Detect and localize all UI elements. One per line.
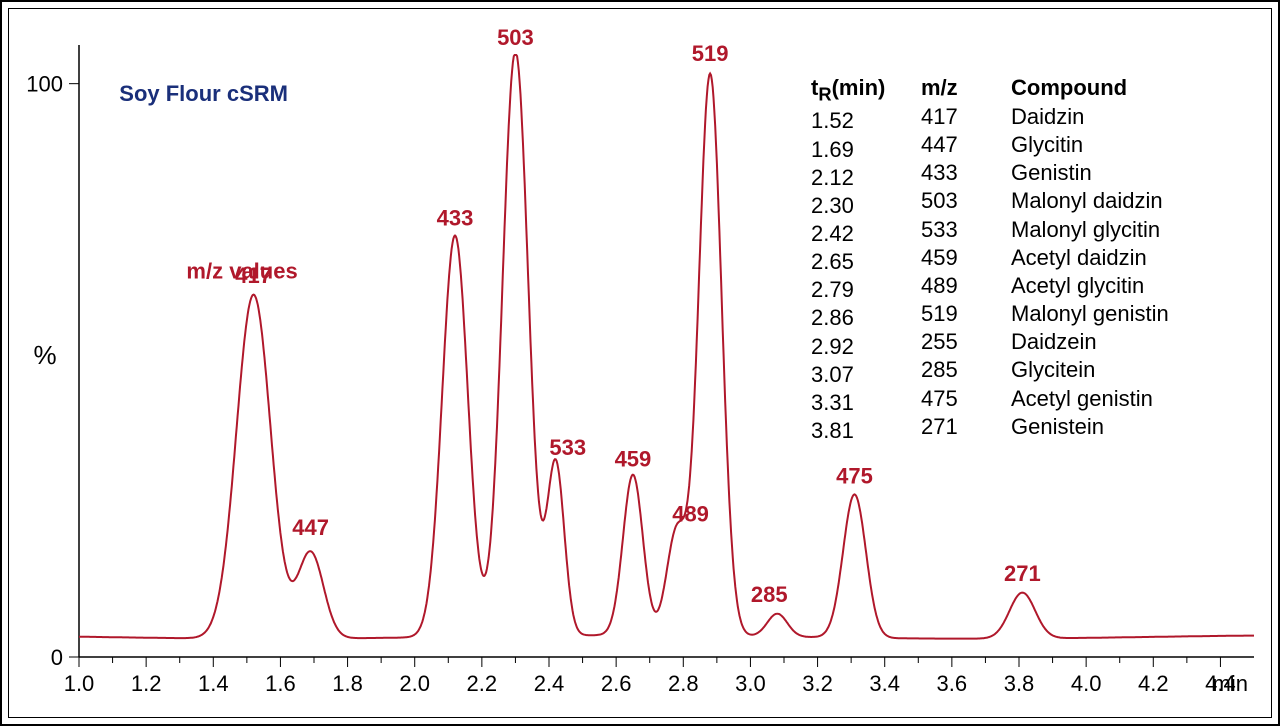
table-cell-mz: 503 — [921, 187, 1011, 215]
svg-text:4.2: 4.2 — [1138, 671, 1169, 696]
chart-title-secondary: m/z values — [186, 259, 297, 284]
chart-frame: 1.0 1.2 1.4 1.6 1.8 2.0 2.2 2.4 2.6 2.8 3.0 3.2 3.4 3… — [8, 8, 1272, 718]
table-cell-mz: 475 — [921, 385, 1011, 413]
table-header-tr: tR(min) — [811, 75, 921, 107]
table-cell-compound: Genistin — [1011, 159, 1211, 187]
table-cell-mz: 459 — [921, 244, 1011, 272]
table-cell-mz: 285 — [921, 356, 1011, 384]
table-cell-tr: 3.07 — [811, 361, 921, 389]
svg-text:3.8: 3.8 — [1004, 671, 1035, 696]
table-cell-mz: 489 — [921, 272, 1011, 300]
table-cell-mz: 417 — [921, 103, 1011, 131]
svg-text:1.8: 1.8 — [332, 671, 363, 696]
compound-table: tR(min)1.521.692.122.302.422.652.792.862… — [811, 75, 1211, 445]
svg-text:3.0: 3.0 — [735, 671, 766, 696]
peak-label: 475 — [836, 464, 873, 489]
svg-text:0: 0 — [51, 645, 63, 670]
svg-text:100: 100 — [26, 72, 63, 97]
table-cell-compound: Daidzein — [1011, 328, 1211, 356]
table-cell-tr: 2.12 — [811, 164, 921, 192]
peak-label: 533 — [549, 435, 586, 460]
table-cell-tr: 2.86 — [811, 304, 921, 332]
x-unit-label: min — [1213, 671, 1248, 696]
table-header-compound: Compound — [1011, 75, 1211, 103]
table-header-mz: m/z — [921, 75, 1011, 103]
chart-title-primary: Soy Flour cSRM — [119, 81, 288, 106]
table-cell-compound: Malonyl daidzin — [1011, 187, 1211, 215]
table-cell-tr: 2.42 — [811, 220, 921, 248]
peak-label: 285 — [751, 582, 788, 607]
peak-label: 447 — [292, 515, 329, 540]
outer-frame: 1.0 1.2 1.4 1.6 1.8 2.0 2.2 2.4 2.6 2.8 3.0 3.2 3.4 3… — [0, 0, 1280, 726]
table-cell-mz: 255 — [921, 328, 1011, 356]
svg-text:2.8: 2.8 — [668, 671, 699, 696]
table-cell-compound: Acetyl glycitin — [1011, 272, 1211, 300]
table-cell-tr: 2.79 — [811, 276, 921, 304]
table-cell-compound: Acetyl genistin — [1011, 385, 1211, 413]
peak-label: 271 — [1004, 561, 1041, 586]
table-cell-compound: Daidzin — [1011, 103, 1211, 131]
svg-text:1.0: 1.0 — [64, 671, 95, 696]
table-cell-mz: 533 — [921, 216, 1011, 244]
svg-text:1.4: 1.4 — [198, 671, 229, 696]
peak-label: 519 — [692, 41, 729, 66]
table-cell-compound: Malonyl genistin — [1011, 300, 1211, 328]
y-axis-label: % — [33, 340, 56, 370]
table-cell-mz: 447 — [921, 131, 1011, 159]
table-cell-tr: 2.65 — [811, 248, 921, 276]
svg-text:4.0: 4.0 — [1071, 671, 1102, 696]
peak-label: 433 — [437, 206, 474, 231]
table-cell-compound: Glycitin — [1011, 131, 1211, 159]
table-cell-compound: Genistein — [1011, 413, 1211, 441]
table-cell-tr: 2.30 — [811, 192, 921, 220]
peak-label: 503 — [497, 25, 534, 50]
table-cell-tr: 1.69 — [811, 136, 921, 164]
svg-text:1.6: 1.6 — [265, 671, 296, 696]
svg-text:1.2: 1.2 — [131, 671, 162, 696]
peak-label: 459 — [615, 446, 652, 471]
svg-text:2.0: 2.0 — [399, 671, 430, 696]
table-cell-mz: 519 — [921, 300, 1011, 328]
peak-label: 489 — [672, 502, 709, 527]
table-cell-tr: 3.31 — [811, 389, 921, 417]
table-cell-tr: 1.52 — [811, 107, 921, 135]
table-cell-compound: Glycitein — [1011, 356, 1211, 384]
svg-text:2.4: 2.4 — [534, 671, 565, 696]
table-cell-tr: 2.92 — [811, 333, 921, 361]
svg-text:2.6: 2.6 — [601, 671, 632, 696]
svg-text:2.2: 2.2 — [467, 671, 498, 696]
table-cell-mz: 433 — [921, 159, 1011, 187]
table-cell-mz: 271 — [921, 413, 1011, 441]
svg-text:3.6: 3.6 — [937, 671, 968, 696]
table-cell-compound: Acetyl daidzin — [1011, 244, 1211, 272]
svg-text:3.4: 3.4 — [869, 671, 900, 696]
table-cell-tr: 3.81 — [811, 417, 921, 445]
svg-text:3.2: 3.2 — [802, 671, 833, 696]
table-cell-compound: Malonyl glycitin — [1011, 216, 1211, 244]
